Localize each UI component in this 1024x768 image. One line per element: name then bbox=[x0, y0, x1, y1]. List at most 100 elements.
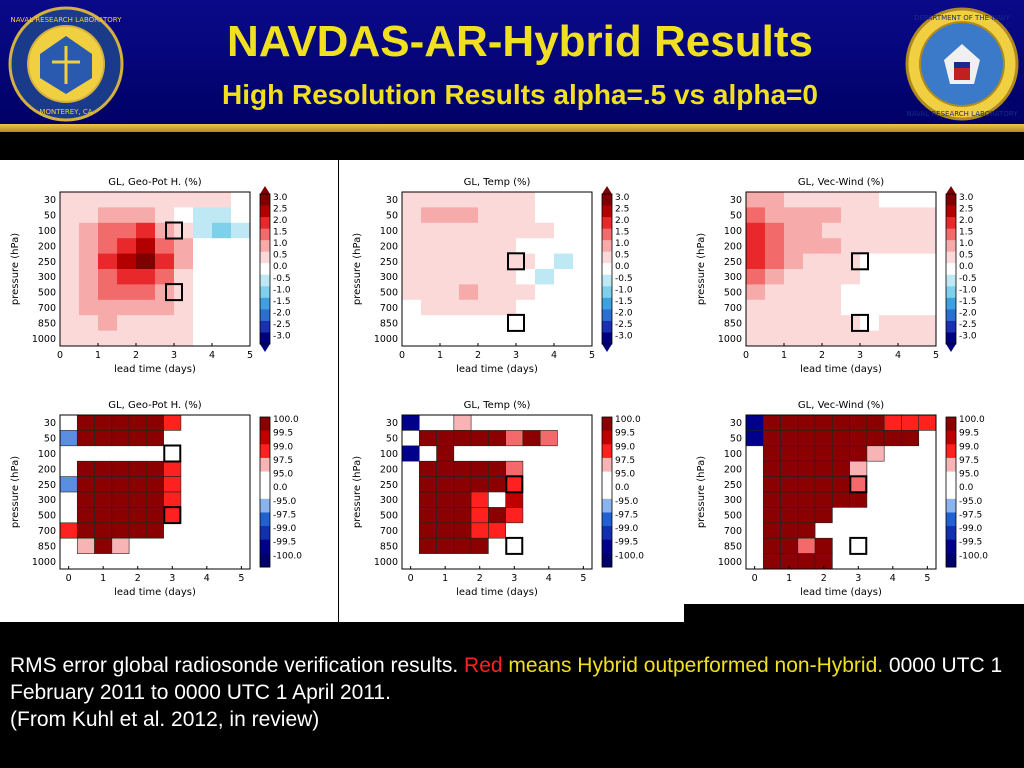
significance-cell bbox=[488, 430, 506, 447]
contour-cell bbox=[79, 315, 99, 331]
contour-cell bbox=[98, 330, 118, 347]
y-tick-label: 250 bbox=[380, 257, 398, 268]
colorbar-label: -1.5 bbox=[615, 297, 633, 307]
significance-cell bbox=[470, 491, 489, 508]
significance-cell bbox=[901, 430, 920, 447]
contour-cell bbox=[117, 253, 137, 270]
colorbar-swatch bbox=[260, 457, 270, 473]
y-tick-label: 1000 bbox=[718, 334, 742, 345]
contour-cell bbox=[765, 238, 785, 254]
contour-cell bbox=[231, 253, 251, 270]
significance-cell bbox=[111, 522, 130, 539]
plot-frame bbox=[745, 191, 937, 347]
contour-cell bbox=[573, 222, 593, 239]
contour-cell bbox=[421, 222, 441, 239]
contour-cell bbox=[917, 207, 937, 224]
significance-cell bbox=[745, 430, 764, 447]
colorbar-swatch bbox=[946, 194, 956, 207]
contour-cell bbox=[98, 207, 118, 224]
y-tick-label: 700 bbox=[38, 303, 56, 314]
significance-cell bbox=[94, 507, 113, 524]
highlight-box bbox=[849, 475, 868, 494]
y-tick-label: 250 bbox=[724, 257, 742, 268]
significance-cell bbox=[797, 553, 816, 570]
colorbar-swatch bbox=[260, 297, 270, 310]
contour-cell bbox=[860, 330, 880, 347]
contour-cell bbox=[212, 284, 232, 301]
geopot-significance-chart: GL, Geo-Pot H. (%)3050100200250300500700… bbox=[10, 400, 302, 598]
contour-cell bbox=[440, 299, 460, 316]
significance-cell bbox=[832, 430, 850, 447]
colorbar-swatch bbox=[260, 485, 270, 500]
significance-cell bbox=[866, 430, 885, 447]
contour-cell bbox=[746, 222, 766, 239]
significance-cell bbox=[436, 476, 455, 493]
colorbar-swatch bbox=[260, 444, 270, 459]
significance-cell bbox=[111, 460, 130, 477]
contour-cell bbox=[174, 299, 194, 316]
y-tick-label: 100 bbox=[38, 449, 56, 460]
x-tick-label: 3 bbox=[857, 350, 863, 361]
highlight-box bbox=[163, 506, 182, 525]
significance-cell bbox=[76, 507, 95, 524]
y-tick-label: 250 bbox=[724, 480, 742, 491]
significance-cell bbox=[111, 491, 130, 508]
svg-text:NAVAL RESEARCH LABORATORY: NAVAL RESEARCH LABORATORY bbox=[10, 16, 122, 24]
contour-cell bbox=[440, 269, 460, 285]
colorbar-label: -99.5 bbox=[273, 538, 296, 548]
significance-cell bbox=[163, 460, 182, 477]
contour-cell bbox=[516, 330, 536, 347]
y-tick-label: 30 bbox=[730, 418, 742, 429]
significance-cell bbox=[797, 414, 816, 431]
significance-cell bbox=[780, 491, 799, 508]
significance-cell bbox=[814, 476, 833, 493]
contour-cell bbox=[822, 330, 842, 347]
significance-cell bbox=[163, 414, 182, 431]
contour-cell bbox=[136, 269, 156, 285]
x-tick-label: 5 bbox=[589, 350, 595, 361]
colorbar-label: -1.0 bbox=[273, 285, 291, 295]
significance-cell bbox=[866, 414, 885, 431]
y-tick-label: 250 bbox=[38, 480, 56, 491]
colorbar-label: 0.5 bbox=[615, 251, 629, 261]
contour-cell bbox=[136, 238, 156, 254]
contour-cell bbox=[440, 330, 460, 347]
significance-cell bbox=[146, 522, 164, 539]
x-tick-label: 4 bbox=[551, 350, 557, 361]
significance-cell bbox=[883, 414, 902, 431]
contour-cell bbox=[803, 315, 823, 331]
significance-cell bbox=[94, 522, 113, 539]
contour-cell bbox=[898, 284, 918, 301]
x-tick-label: 0 bbox=[66, 573, 72, 584]
colorbar-label: 2.5 bbox=[615, 205, 629, 215]
contour-cell bbox=[841, 238, 861, 254]
contour-cell bbox=[860, 222, 880, 239]
contour-cell bbox=[917, 238, 937, 254]
significance-cell bbox=[436, 507, 455, 524]
significance-cell bbox=[128, 414, 147, 431]
highlight-box bbox=[165, 283, 183, 302]
x-tick-label: 3 bbox=[511, 573, 517, 584]
colorbar-frame bbox=[945, 193, 957, 345]
significance-cell bbox=[128, 522, 147, 539]
contour-cell bbox=[60, 269, 80, 285]
contour-cell bbox=[174, 315, 194, 331]
vecwind-significance-chart: GL, Vec-Wind (%)305010020025030050070085… bbox=[696, 400, 988, 598]
x-tick-label: 4 bbox=[204, 573, 210, 584]
colorbar-frame bbox=[945, 416, 957, 568]
contour-cell bbox=[155, 238, 175, 254]
contour-cell bbox=[402, 222, 422, 239]
contour-cell bbox=[497, 222, 517, 239]
y-tick-label: 100 bbox=[724, 226, 742, 237]
contour-cell bbox=[174, 207, 194, 224]
contour-cell bbox=[917, 315, 937, 331]
significance-cell bbox=[762, 507, 781, 524]
significance-cell bbox=[832, 460, 850, 477]
y-tick-label: 100 bbox=[38, 226, 56, 237]
contour-cell bbox=[879, 299, 899, 316]
colorbar-swatch bbox=[602, 240, 612, 253]
contour-cell bbox=[440, 238, 460, 254]
contour-cell bbox=[573, 238, 593, 254]
colorbar-swatch bbox=[946, 228, 956, 241]
x-tick-label: 0 bbox=[752, 573, 758, 584]
